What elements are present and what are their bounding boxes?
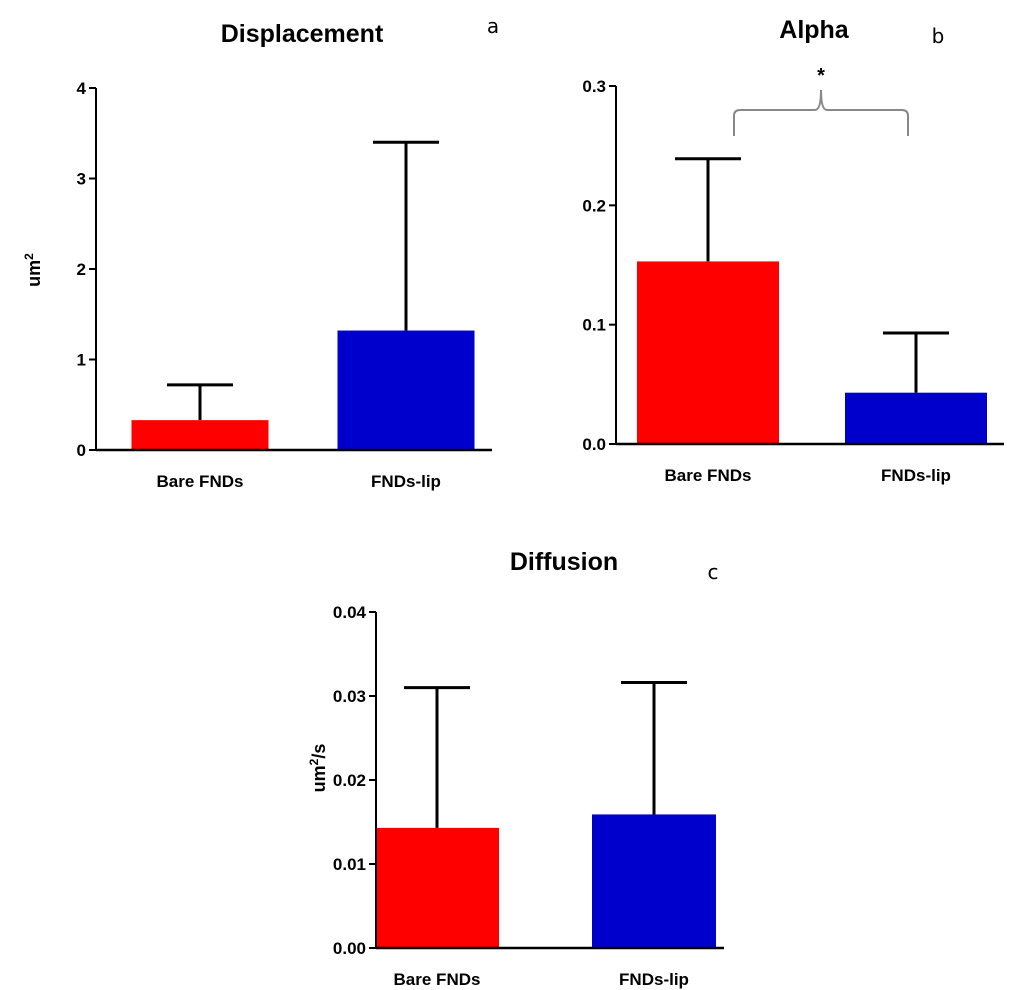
bar [337,330,475,450]
y-tick-label: 0.2 [582,196,606,215]
panel-c: Diffusion c um2/s Bare FNDs FNDs-lip 0.00 0.01… [307,548,724,989]
y-tick-label: 0.04 [333,603,367,622]
y-tick-label: 0.02 [333,771,366,790]
bar [845,392,987,444]
x-tick-label: FNDs-lip [371,472,441,491]
x-tick-label: FNDs-lip [881,466,951,485]
significance-bracket [733,89,909,136]
y-tick-label: 0.1 [582,316,606,335]
y-axis-label-superscript: 2 [307,758,321,765]
y-tick-label: 0 [77,441,86,460]
y-tick-label: 4 [77,79,87,98]
y-axis-label-superscript: 2 [22,253,36,260]
y-axis-label-part: um [309,765,329,792]
y-axis-label: um2/s [307,744,329,793]
y-tick-label: 0.3 [582,77,606,96]
panel-letter: c [708,560,719,584]
y-tick-label: 0.0 [582,435,606,454]
y-tick-label: 0.01 [333,855,366,874]
y-axis-label-part: /s [309,744,329,759]
bar [375,827,499,948]
y-axis-label-part: um [24,260,44,287]
x-tick-label: Bare FNDs [157,472,244,491]
chart-title: Diffusion [510,548,618,576]
y-tick-label: 3 [77,170,86,189]
x-tick-label: Bare FNDs [665,466,752,485]
bar [592,814,716,948]
chart-title: Displacement [221,20,384,48]
panel-letter: b [932,24,945,48]
y-axis-label: um2 [22,253,44,287]
y-tick-label: 2 [77,260,86,279]
x-tick-label: FNDs-lip [619,970,689,989]
y-tick-label: 1 [77,351,86,370]
bar [637,261,779,444]
panel-b: Alpha b Bare FNDs FNDs-lip 0.0 0.1 0.2 0.3 * [582,16,1004,485]
bar [131,420,269,450]
x-tick-label: Bare FNDs [394,970,481,989]
y-tick-label: 0.00 [333,939,366,958]
panel-letter: a [487,14,499,38]
y-tick-label: 0.03 [333,687,366,706]
significance-star: * [817,65,825,87]
chart-title: Alpha [779,16,850,44]
